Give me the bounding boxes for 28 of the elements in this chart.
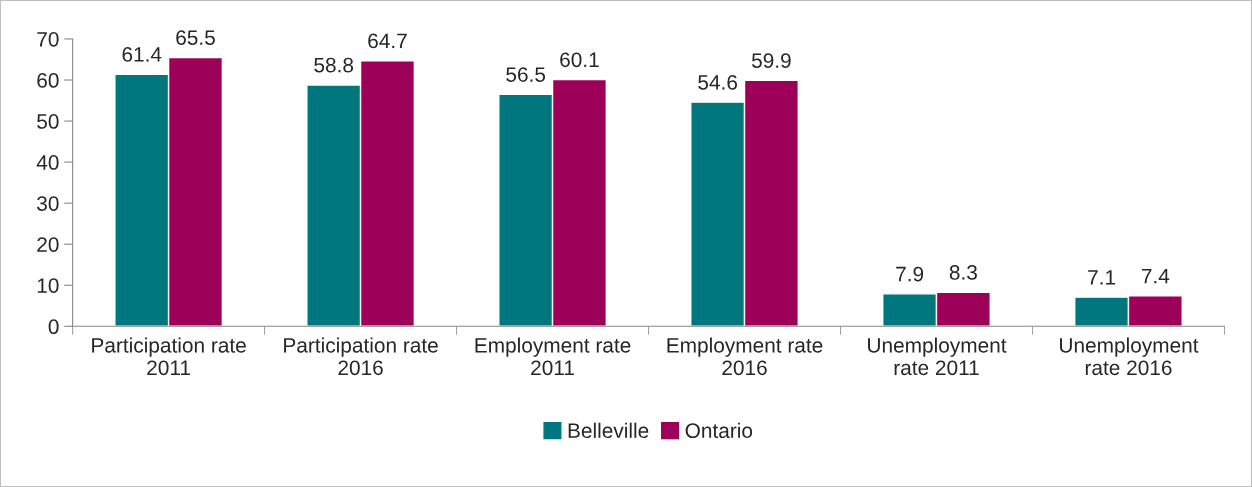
data-label: 56.5 [506, 67, 546, 82]
data-label: 64.7 [368, 33, 407, 49]
x-tick-label: Unemployment rate 2016 [1060, 337, 1199, 376]
data-label: 54.6 [698, 74, 738, 90]
x-tick-label: Participation rate 2011 [92, 337, 246, 376]
x-tick-label: Unemployment rate 2011 [868, 337, 1007, 376]
y-tick-label: 20 [37, 237, 59, 252]
legend-label: Ontario [685, 422, 753, 439]
x-tick-label: Participation rate 2016 [284, 337, 438, 376]
y-tick-label: 70 [37, 31, 59, 47]
y-tick-label: 30 [37, 196, 59, 211]
data-label: 7.9 [896, 266, 924, 282]
data-label: 60.1 [560, 52, 599, 68]
y-tick-label: 50 [37, 114, 59, 129]
legend-label: Belleville [568, 422, 649, 439]
data-label: 7.1 [1088, 270, 1116, 285]
y-tick-label: 0 [48, 319, 59, 335]
data-label: 65.5 [176, 30, 215, 45]
x-tick-label: Employment rate 2011 [475, 337, 631, 376]
x-tick-label: Employment rate 2016 [667, 337, 823, 376]
data-label: 59.9 [751, 53, 791, 68]
data-label: 7.4 [1141, 268, 1170, 284]
y-tick-label: 40 [36, 155, 59, 170]
y-tick-label: 10 [37, 278, 59, 293]
data-label: 8.3 [949, 265, 977, 280]
data-label: 58.8 [314, 57, 354, 73]
y-tick-label: 60 [37, 73, 59, 88]
data-label: 61.4 [122, 47, 162, 62]
